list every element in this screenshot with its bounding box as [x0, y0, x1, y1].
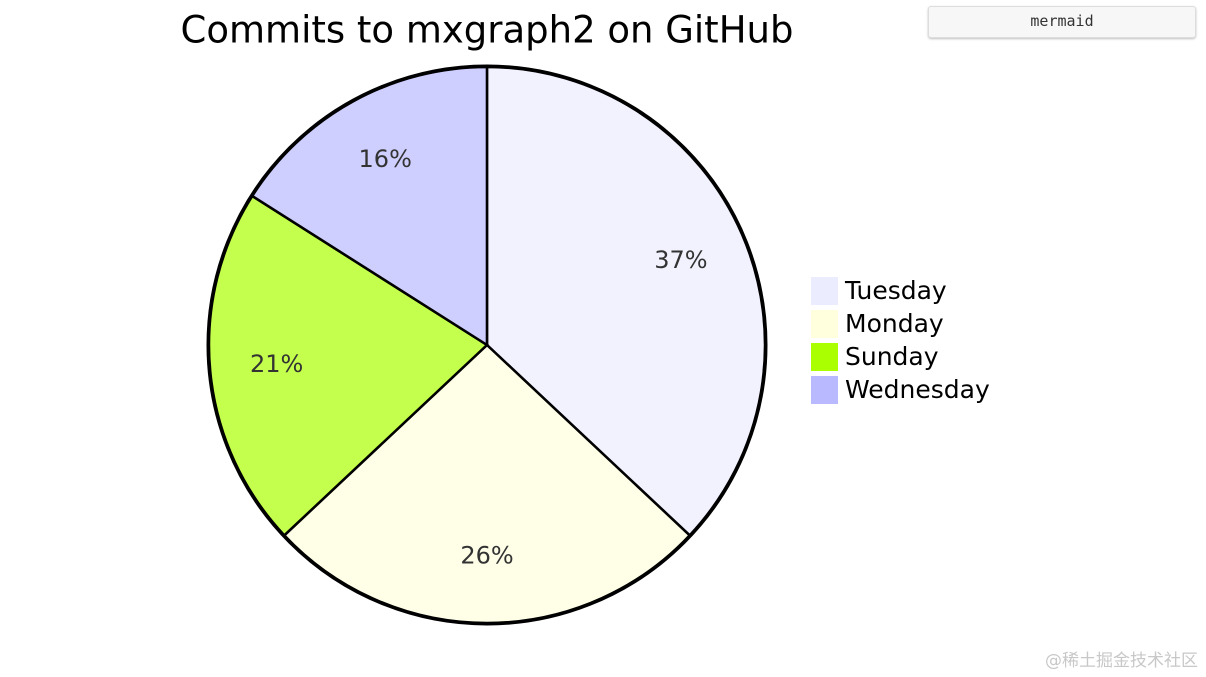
legend-swatch — [811, 376, 838, 404]
legend-label: Tuesday — [844, 276, 947, 305]
mermaid-button[interactable]: mermaid — [928, 6, 1196, 38]
slice-label: 16% — [359, 145, 412, 173]
slice-label: 21% — [250, 350, 303, 378]
slice-label: 37% — [654, 246, 707, 274]
legend-label: Sunday — [845, 342, 939, 371]
watermark: @稀土掘金技术社区 — [1045, 651, 1198, 671]
legend-swatch — [811, 310, 838, 338]
legend-swatch — [811, 343, 838, 371]
pie-outline — [206, 64, 768, 626]
legend-swatch — [811, 277, 838, 305]
chart-title: Commits to mxgraph2 on GitHub — [181, 9, 794, 52]
legend-label: Wednesday — [845, 375, 990, 404]
slice-label: 26% — [460, 541, 513, 569]
legend-label: Monday — [845, 309, 944, 338]
